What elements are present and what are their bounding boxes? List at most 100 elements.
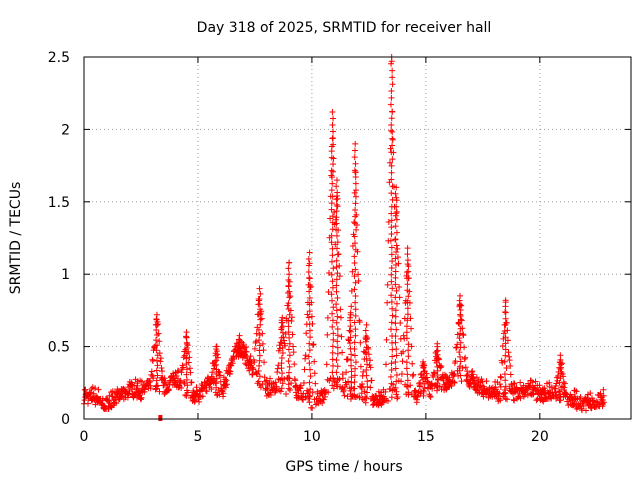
- data-point: [403, 323, 410, 330]
- y-tick-label: 1: [61, 267, 70, 283]
- data-point: [388, 299, 395, 306]
- data-point: [316, 393, 323, 400]
- data-point: [395, 260, 402, 267]
- data-point: [420, 360, 427, 367]
- data-point: [367, 384, 374, 391]
- data-point: [438, 363, 445, 370]
- data-point: [286, 294, 293, 301]
- data-point: [404, 377, 411, 384]
- data-point: [392, 307, 399, 314]
- data-point: [417, 371, 424, 378]
- data-point: [306, 340, 313, 347]
- data-point: [148, 371, 155, 378]
- data-point: [569, 397, 576, 404]
- data-point: [352, 193, 359, 200]
- data-point: [259, 330, 266, 337]
- data-point: [561, 380, 568, 387]
- data-point: [258, 315, 265, 322]
- data-point: [455, 319, 462, 326]
- data-point: [352, 200, 359, 207]
- data-point: [150, 375, 157, 382]
- data-point: [499, 359, 506, 366]
- data-point: [183, 350, 190, 357]
- data-point: [393, 391, 400, 398]
- data-point: [405, 347, 412, 354]
- data-point: [330, 336, 337, 343]
- data-point: [154, 372, 161, 379]
- data-point: [389, 74, 396, 81]
- data-point: [393, 326, 400, 333]
- data-point: [277, 388, 284, 395]
- data-point: [352, 220, 359, 227]
- data-point: [393, 371, 400, 378]
- data-point: [328, 206, 335, 213]
- data-point: [483, 378, 490, 385]
- data-point: [363, 333, 370, 340]
- data-point: [279, 370, 286, 377]
- data-point: [329, 135, 336, 142]
- data-point: [589, 397, 596, 404]
- data-point: [287, 293, 294, 300]
- data-point: [183, 329, 190, 336]
- data-point: [334, 363, 341, 370]
- data-point: [355, 271, 362, 278]
- data-point: [506, 353, 513, 360]
- data-point: [141, 386, 148, 393]
- data-point: [387, 101, 394, 108]
- data-point: [364, 383, 371, 390]
- data-point: [503, 364, 510, 371]
- data-point: [330, 304, 337, 311]
- data-point: [153, 311, 160, 318]
- data-point: [146, 379, 153, 386]
- data-point: [329, 122, 336, 129]
- data-point: [106, 398, 113, 405]
- data-point: [185, 348, 192, 355]
- data-point: [308, 313, 315, 320]
- data-point: [222, 376, 229, 383]
- data-point: [408, 325, 415, 332]
- data-point: [392, 339, 399, 346]
- data-point: [367, 364, 374, 371]
- data-point: [454, 341, 461, 348]
- data-point: [212, 358, 219, 365]
- data-point: [352, 266, 359, 273]
- data-point: [498, 374, 505, 381]
- data-point: [306, 301, 313, 308]
- data-point: [421, 368, 428, 375]
- data-point: [154, 332, 161, 339]
- data-point: [149, 358, 156, 365]
- data-point: [529, 391, 536, 398]
- data-point: [404, 311, 411, 318]
- data-point: [183, 392, 190, 399]
- data-point: [504, 327, 511, 334]
- data-point: [210, 365, 217, 372]
- data-point: [320, 396, 327, 403]
- data-point: [389, 128, 396, 135]
- data-point: [502, 346, 509, 353]
- data-point: [553, 380, 560, 387]
- data-point: [388, 230, 395, 237]
- data-point: [473, 381, 480, 388]
- data-point: [587, 390, 594, 397]
- data-point: [352, 365, 359, 372]
- data-point: [333, 257, 340, 264]
- data-point: [165, 387, 172, 394]
- data-point: [469, 368, 476, 375]
- data-point: [173, 372, 180, 379]
- data-point: [285, 329, 292, 336]
- data-point: [555, 388, 562, 395]
- data-point: [278, 375, 285, 382]
- data-point: [229, 360, 236, 367]
- data-point: [457, 358, 464, 365]
- data-point: [328, 167, 335, 174]
- data-point: [328, 154, 335, 161]
- data-point: [504, 337, 511, 344]
- data-point: [348, 379, 355, 386]
- data-point: [329, 193, 336, 200]
- data-point: [457, 311, 464, 318]
- data-point: [392, 236, 399, 243]
- data-point: [409, 372, 416, 379]
- data-point: [363, 344, 370, 351]
- data-point: [393, 197, 400, 204]
